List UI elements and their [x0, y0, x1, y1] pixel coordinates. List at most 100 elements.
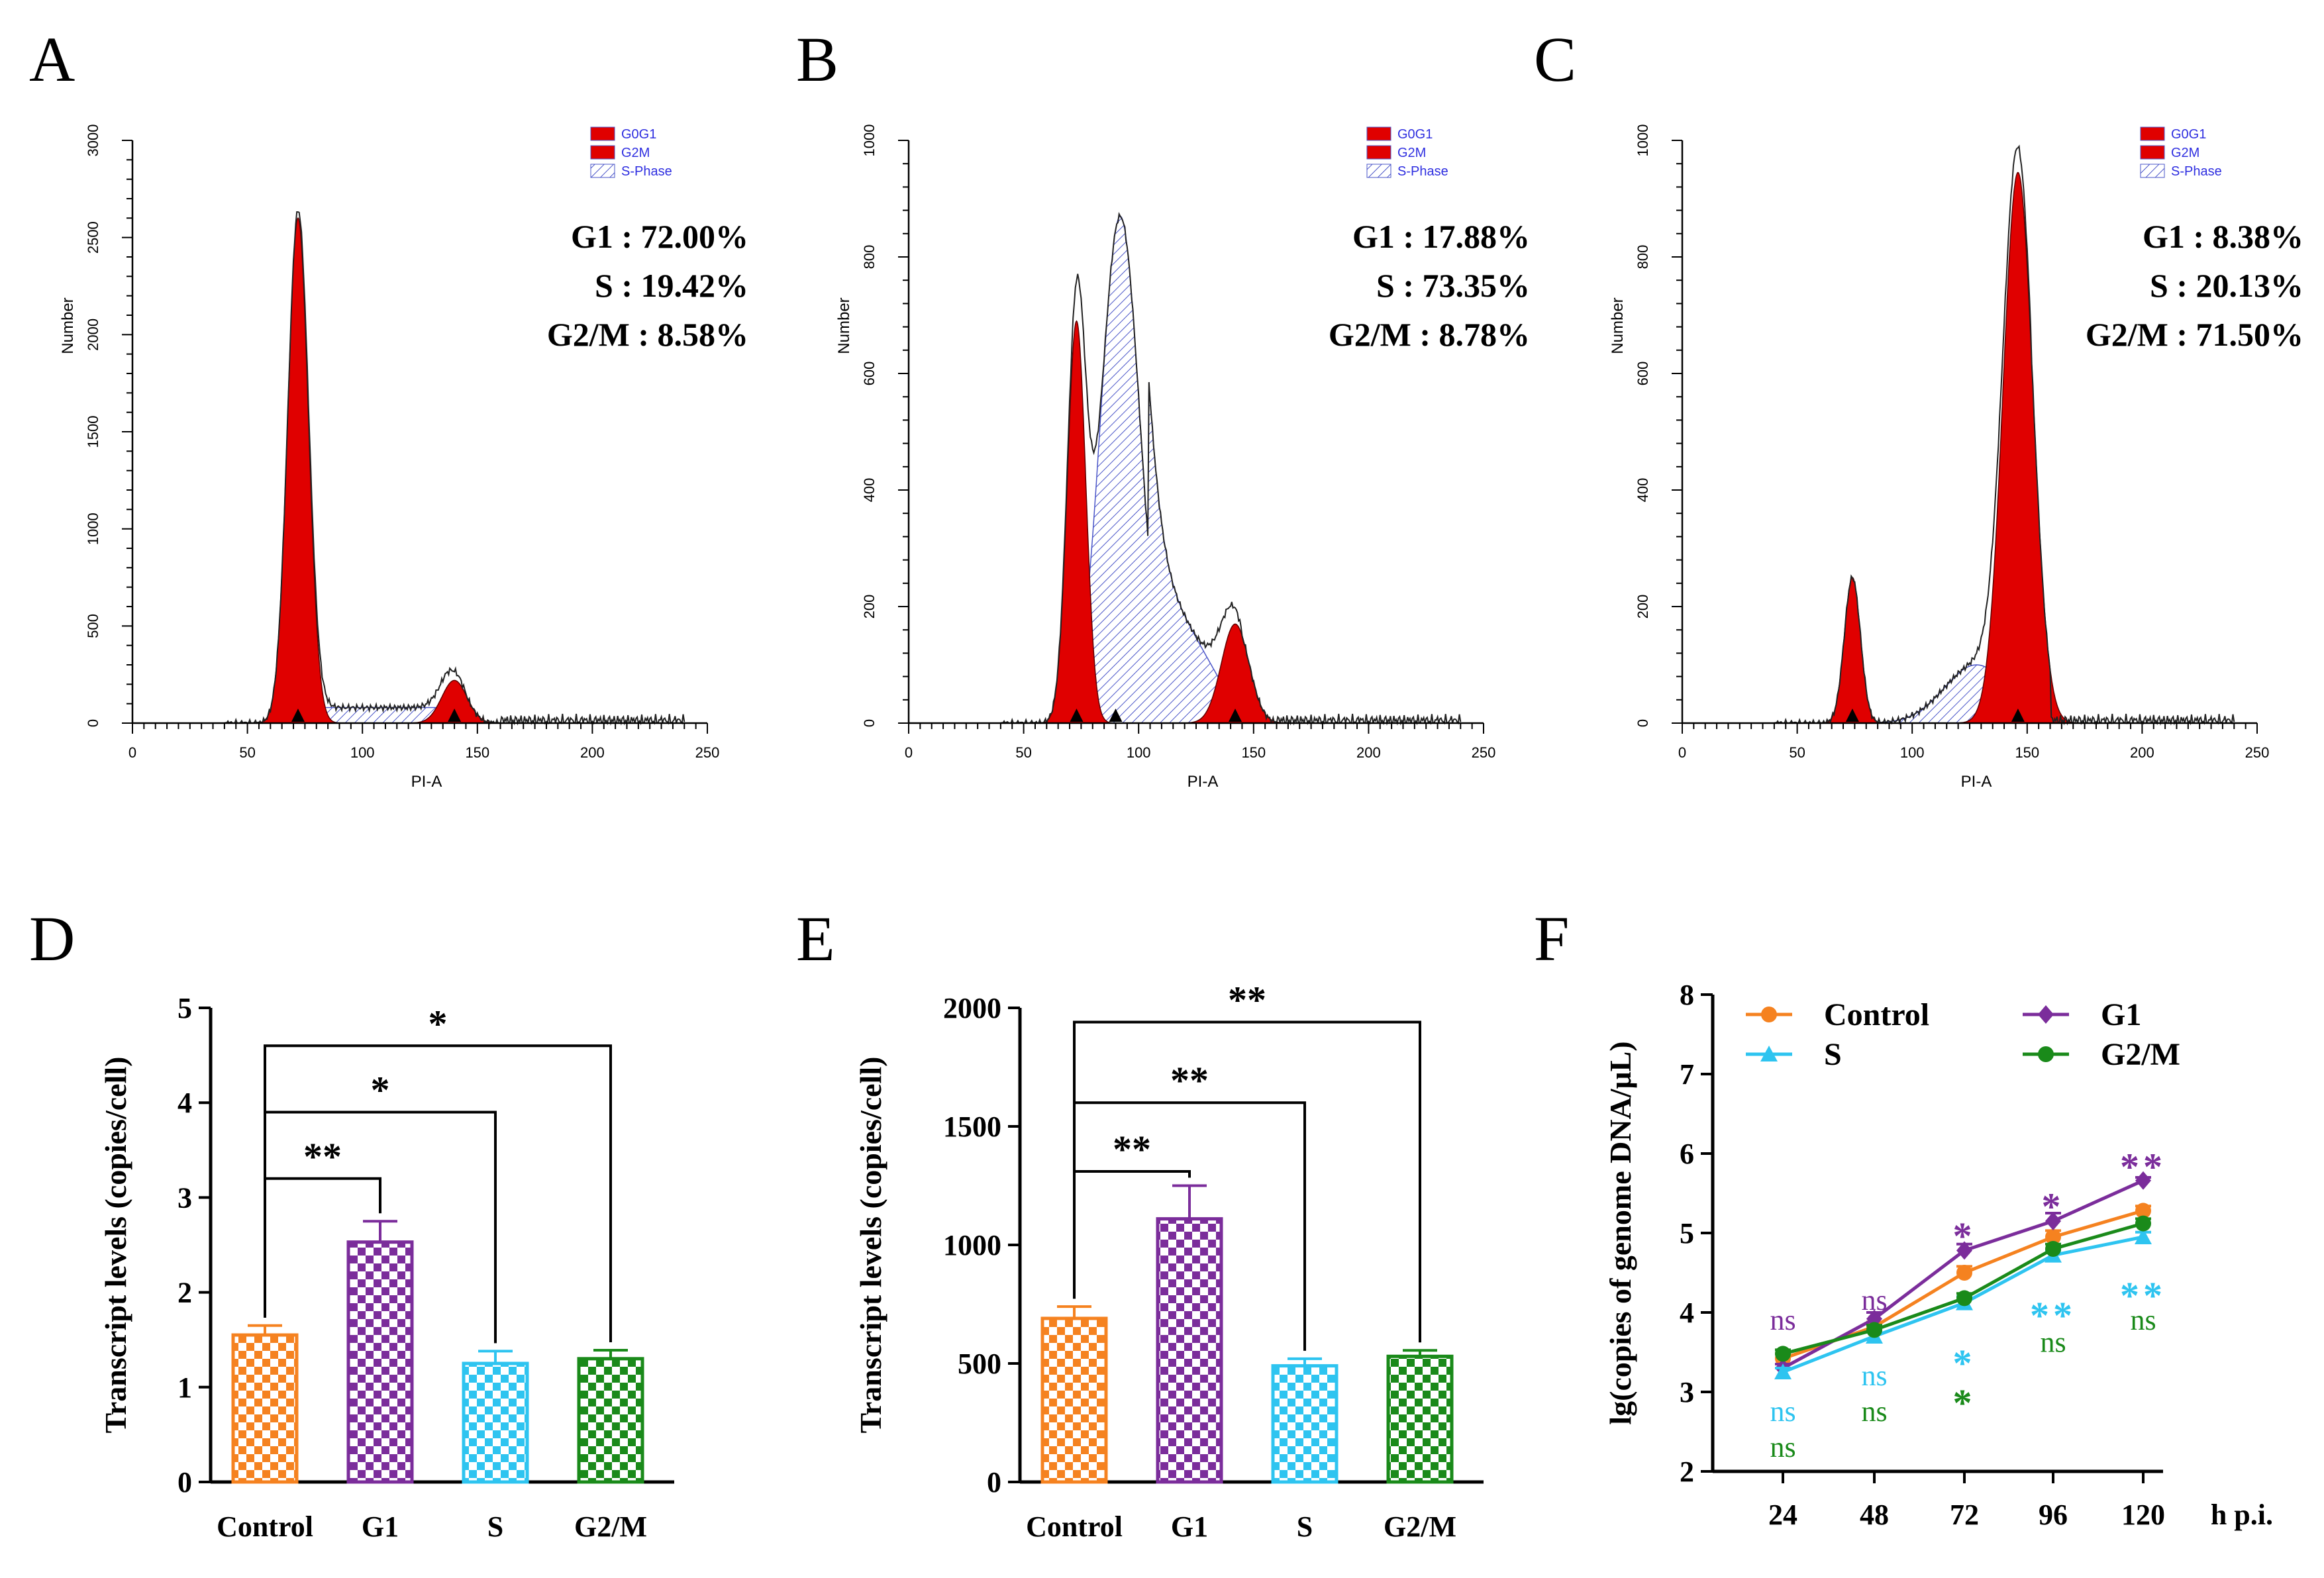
significance-annotation: ns	[1861, 1359, 1887, 1392]
hist-peak-marker	[1070, 709, 1084, 722]
bar-g2m	[577, 1357, 644, 1484]
significance-stars: **	[1170, 1059, 1209, 1102]
series-point-control	[2135, 1203, 2151, 1219]
bar-y-axis-label: Transcript levels (copies/cell)	[99, 1057, 132, 1434]
line-y-tick-label: 7	[1680, 1058, 1694, 1091]
hist-legend-label: G2M	[621, 146, 650, 160]
bar-chart-panel-e: 0 500 1000 1500 2000 Transcript levels (copie…	[854, 978, 1484, 1543]
legend-label-g2m: G2/M	[2101, 1037, 2180, 1072]
hist-legend-swatch	[2140, 145, 2165, 160]
hist-stat-text: G2/M : 8.78%	[1329, 316, 1530, 353]
legend-label-control: Control	[1824, 997, 1929, 1032]
bar-y-tick-label: 0	[177, 1466, 192, 1499]
hist-legend-swatch	[590, 145, 615, 160]
hist-x-tick-label: 100	[1900, 744, 1925, 761]
bar-y-tick-label: 2000	[943, 992, 1001, 1024]
bar-x-tick-label: Control	[1026, 1510, 1123, 1543]
hist-x-tick-label: 250	[695, 744, 720, 761]
significance-annotation: ns	[1770, 1395, 1795, 1428]
series-point-g1	[1956, 1241, 1972, 1260]
line-x-tick-label: 120	[2121, 1499, 2165, 1531]
hist-x-tick-label: 250	[1472, 744, 1496, 761]
line-x-tick-label: 72	[1950, 1499, 1979, 1531]
hist-legend-label: S-Phase	[1397, 164, 1448, 179]
line-y-tick-label: 5	[1680, 1217, 1694, 1250]
hist-x-tick-label: 200	[1356, 744, 1381, 761]
significance-stars: *	[429, 1002, 448, 1045]
hist-y-tick-label: 800	[861, 245, 878, 270]
hist-x-axis-label: PI-A	[1187, 773, 1219, 791]
hist-x-tick-label: 150	[2015, 744, 2039, 761]
significance-bracket	[1073, 1020, 1421, 1343]
hist-y-tick-label: 1000	[1635, 124, 1651, 157]
line-chart-panel-f: 2 3 4 5 6 7 8 24 48 72 96 120 h p.i. lg(copies of gen…	[1603, 979, 2273, 1531]
hist-stat-text: G1 : 17.88%	[1352, 218, 1530, 255]
hist-y-axis-label: Number	[59, 297, 77, 354]
line-y-tick-label: 2	[1680, 1455, 1694, 1488]
significance-annotation: *	[1953, 1342, 1976, 1385]
hist-legend-swatch	[1366, 126, 1391, 141]
series-point-s	[1774, 1363, 1792, 1379]
significance-stars: **	[1228, 978, 1266, 1021]
hist-y-axis-label: Number	[1609, 297, 1627, 354]
panel-letter-d: D	[29, 903, 75, 974]
bar-g1	[1156, 1217, 1223, 1484]
significance-annotation: ns	[1770, 1304, 1795, 1336]
panel-letter-b: B	[796, 24, 838, 95]
bar-g1	[346, 1240, 414, 1484]
hist-legend-swatch	[2140, 164, 2165, 178]
line-y-tick-label: 8	[1680, 979, 1694, 1011]
panel-letter-e: E	[796, 903, 835, 974]
bar-s	[1271, 1364, 1339, 1484]
hist-x-tick-label: 0	[905, 744, 913, 761]
line-y-tick-label: 3	[1680, 1376, 1694, 1408]
series-point-control	[2045, 1229, 2061, 1245]
hist-stat-text: G1 : 8.38%	[2143, 218, 2303, 255]
hist-y-tick-label: 200	[1635, 595, 1651, 619]
hist-peak-marker	[291, 709, 305, 722]
legend-marker-g1	[2038, 1005, 2054, 1024]
series-point-g2m	[1956, 1290, 1972, 1307]
hist-legend-label: G2M	[1397, 146, 1426, 160]
hist-legend-label: G0G1	[1397, 127, 1433, 142]
bar-chart-panel-d: 0 1 2 3 4 5 Transcript levels (copies/cell) Con…	[99, 992, 674, 1543]
panel-letter-f: F	[1534, 903, 1569, 974]
hist-data-outline	[1774, 144, 2235, 726]
hist-y-tick-label: 400	[1635, 478, 1651, 503]
hist-peak-marker	[1109, 709, 1123, 722]
significance-annotation: ns	[1861, 1284, 1887, 1316]
hist-y-tick-label: 0	[1635, 719, 1651, 727]
hist-y-tick-label: 0	[861, 719, 878, 727]
histogram-panel-b: 0 50 100 150 200 250 0 200 400 600 800 1000 PI-A Numb…	[835, 124, 1530, 791]
hist-y-tick-label: 1000	[85, 513, 101, 545]
hist-g0g1-peak	[256, 217, 340, 724]
line-y-tick-label: 6	[1680, 1138, 1694, 1170]
line-y-axis-label: lg(copies of genome DNA/μL)	[1603, 1041, 1637, 1424]
hist-legend-label: G2M	[2171, 146, 2199, 160]
bar-y-tick-label: 3	[177, 1181, 192, 1214]
series-point-g1	[2135, 1171, 2151, 1190]
hist-x-tick-label: 250	[2245, 744, 2270, 761]
hist-legend-swatch	[2140, 126, 2165, 141]
significance-stars: **	[303, 1135, 342, 1178]
hist-y-tick-label: 400	[861, 478, 878, 503]
bar-y-tick-label: 0	[987, 1466, 1001, 1499]
hist-y-axis-label: Number	[835, 297, 853, 354]
hist-legend-swatch	[590, 164, 615, 178]
significance-stars: *	[371, 1069, 390, 1112]
significance-annotation: **	[2120, 1274, 2166, 1317]
hist-peak-marker	[2011, 709, 2025, 722]
hist-x-axis-label: PI-A	[1961, 773, 1992, 791]
hist-x-tick-label: 0	[1678, 744, 1686, 761]
line-x-tick-label: 24	[1768, 1499, 1797, 1531]
hist-peak-marker	[1845, 709, 1859, 722]
hist-x-axis-label: PI-A	[411, 773, 442, 791]
hist-peak-marker	[448, 709, 462, 722]
bar-y-tick-label: 1500	[943, 1110, 1001, 1143]
hist-y-tick-label: 1500	[85, 416, 101, 448]
legend-label-s: S	[1824, 1037, 1842, 1072]
legend-marker-s	[1760, 1046, 1778, 1061]
hist-legend-swatch	[1366, 164, 1391, 178]
hist-legend-swatch	[590, 126, 615, 141]
